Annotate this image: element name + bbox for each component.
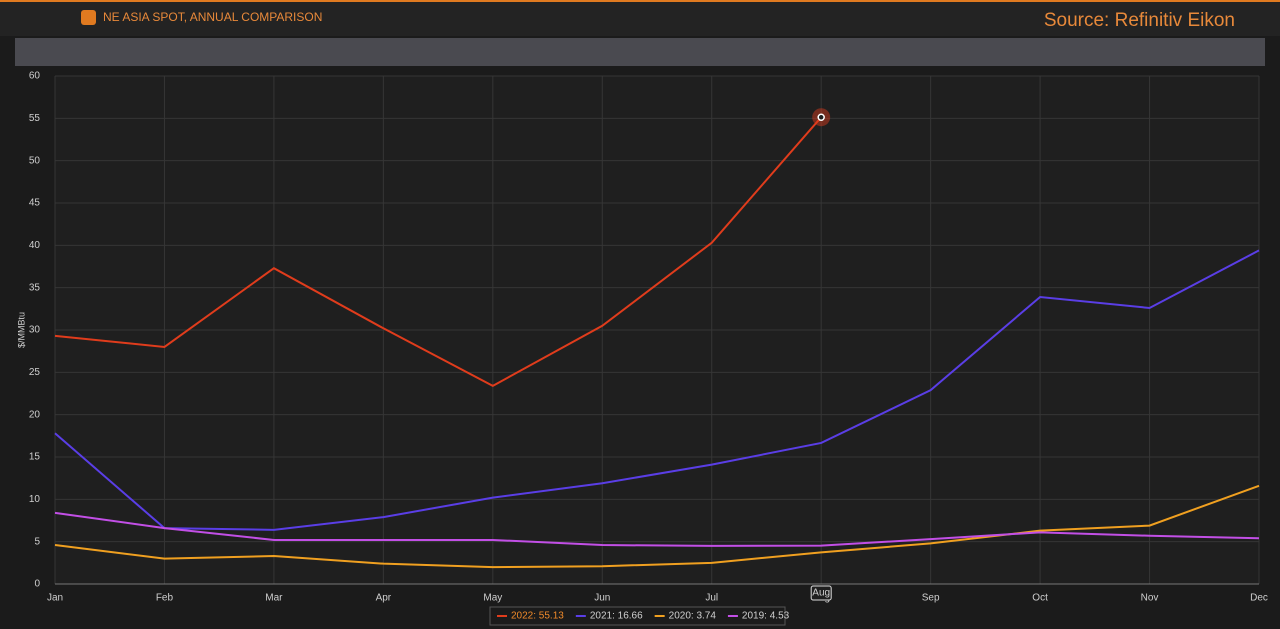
x-tick-label: Dec bbox=[1250, 593, 1268, 604]
y-tick-label: 30 bbox=[29, 325, 41, 336]
y-tick-label: 35 bbox=[29, 282, 41, 293]
legend-label: 2022: 55.13 bbox=[511, 611, 564, 622]
series-line bbox=[54, 116, 822, 388]
y-tick-label: 40 bbox=[29, 240, 41, 251]
title: NE ASIA SPOT, ANNUAL COMPARISON bbox=[103, 10, 322, 24]
x-tick-label: Nov bbox=[1141, 593, 1159, 604]
x-tick-label: Feb bbox=[156, 593, 174, 604]
y-tick-label: 55 bbox=[29, 113, 41, 124]
x-tick-label: Jul bbox=[705, 593, 718, 604]
legend-box bbox=[489, 606, 786, 626]
y-tick-label: 10 bbox=[29, 494, 41, 505]
y-tick-label: 60 bbox=[29, 71, 41, 82]
legend-label: 2019: 4.53 bbox=[742, 611, 790, 622]
y-tick-label: 20 bbox=[29, 409, 41, 420]
series-line bbox=[54, 484, 1260, 569]
hover-label: Aug bbox=[812, 588, 830, 599]
toolbar-band bbox=[15, 38, 1265, 66]
y-tick-label: 25 bbox=[29, 367, 41, 378]
app-icon bbox=[81, 10, 96, 25]
legend-label: 2021: 16.66 bbox=[590, 611, 643, 622]
y-tick-label: 45 bbox=[29, 198, 41, 209]
y-tick-label: 0 bbox=[34, 579, 40, 590]
x-tick-label: Jan bbox=[47, 593, 63, 604]
x-tick-label: Jun bbox=[594, 593, 610, 604]
source: Source: Refinitiv Eikon bbox=[1044, 10, 1235, 31]
legend-label: 2020: 3.74 bbox=[669, 611, 717, 622]
x-tick-label: Mar bbox=[265, 593, 283, 604]
x-tick-label: Apr bbox=[376, 593, 392, 604]
y-axis-label: $/MMBtu bbox=[16, 312, 26, 348]
series-line bbox=[54, 511, 1260, 547]
y-tick-label: 50 bbox=[29, 155, 41, 166]
y-tick-label: 5 bbox=[34, 536, 40, 547]
hover-point bbox=[817, 113, 825, 121]
hover-label-box bbox=[810, 585, 832, 601]
series-line bbox=[54, 249, 1260, 531]
y-tick-label: 15 bbox=[29, 452, 41, 463]
x-tick-label: Sep bbox=[922, 593, 940, 604]
x-tick-label: May bbox=[483, 593, 502, 604]
x-tick-label: Oct bbox=[1032, 593, 1048, 604]
title-bar bbox=[0, 0, 1280, 36]
